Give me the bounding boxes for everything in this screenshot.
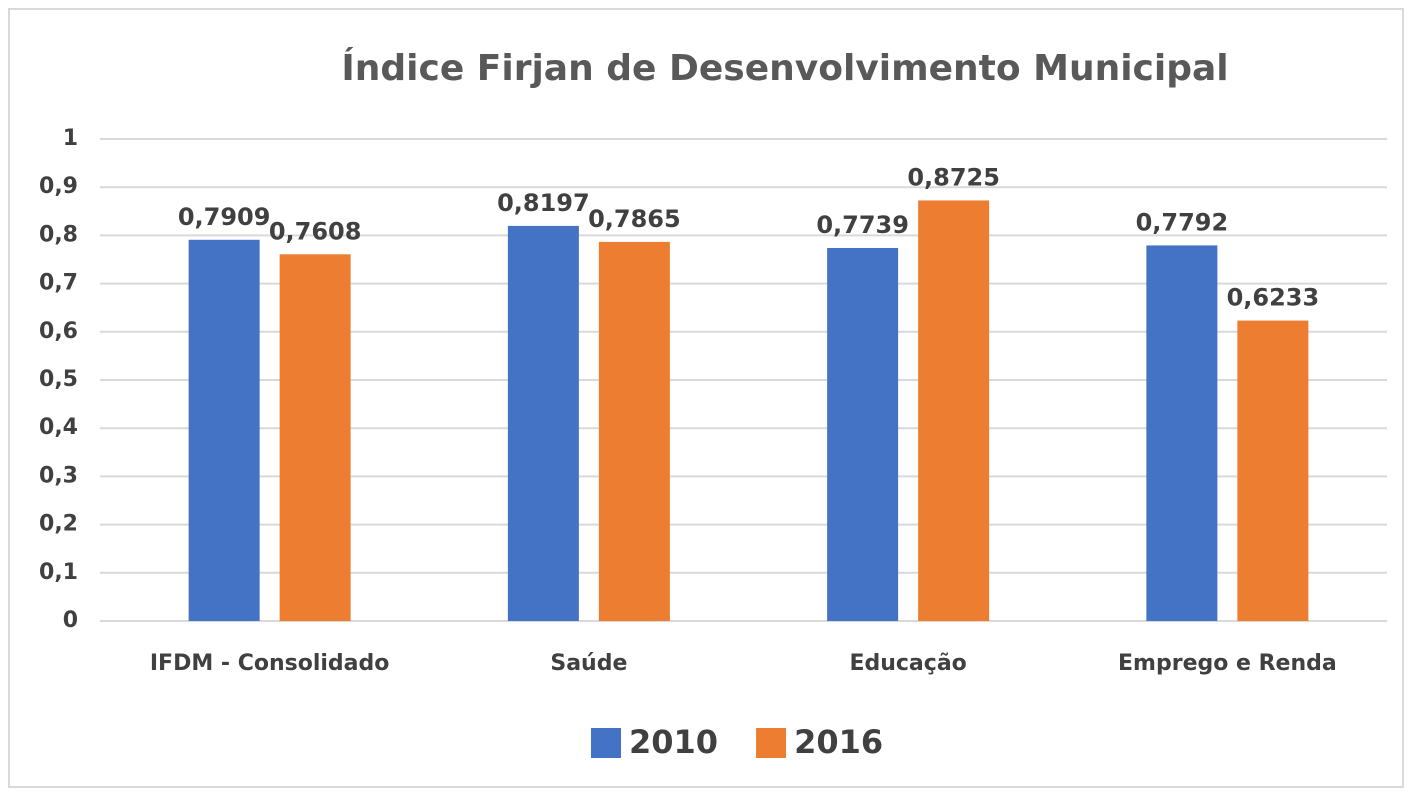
data-label: 0,8725: [907, 163, 1000, 191]
bar: [827, 247, 899, 621]
bar: [507, 225, 579, 621]
data-label: 0,7739: [816, 211, 909, 239]
legend-swatch: [756, 728, 787, 758]
bar: [188, 239, 260, 621]
y-tick-label: 0,2: [39, 512, 78, 537]
legend-label: 2016: [794, 723, 883, 761]
y-tick-label: 0,7: [39, 271, 78, 296]
bar: [279, 254, 351, 621]
bar: [1146, 245, 1218, 621]
y-tick-label: 0,3: [39, 463, 78, 488]
y-tick-label: 0,1: [39, 560, 78, 585]
data-label: 0,7865: [588, 205, 681, 233]
x-tick-label: Saúde: [550, 651, 627, 676]
y-tick-label: 0,5: [39, 367, 78, 392]
y-tick-label: 1: [63, 126, 78, 151]
data-label: 0,7608: [269, 217, 362, 245]
legend-swatch: [591, 728, 621, 758]
data-label: 0,8197: [497, 189, 590, 217]
x-tick-label: Emprego e Renda: [1118, 651, 1337, 676]
chart-title: Índice Firjan de Desenvolvimento Municip…: [341, 47, 1228, 89]
x-tick-label: Educação: [849, 651, 966, 676]
bar: [598, 241, 670, 622]
x-tick-label: IFDM - Consolidado: [150, 651, 390, 676]
bar: [918, 200, 990, 621]
data-label: 0,7909: [178, 203, 271, 231]
data-label: 0,6233: [1227, 284, 1320, 312]
y-tick-label: 0,9: [39, 174, 78, 199]
data-label: 0,7792: [1136, 208, 1229, 236]
y-tick-label: 0: [63, 608, 78, 633]
legend-label: 2010: [629, 723, 718, 761]
y-tick-label: 0,4: [39, 415, 78, 440]
bar: [1237, 320, 1309, 621]
y-tick-label: 0,8: [39, 222, 78, 247]
y-tick-label: 0,6: [39, 319, 78, 344]
